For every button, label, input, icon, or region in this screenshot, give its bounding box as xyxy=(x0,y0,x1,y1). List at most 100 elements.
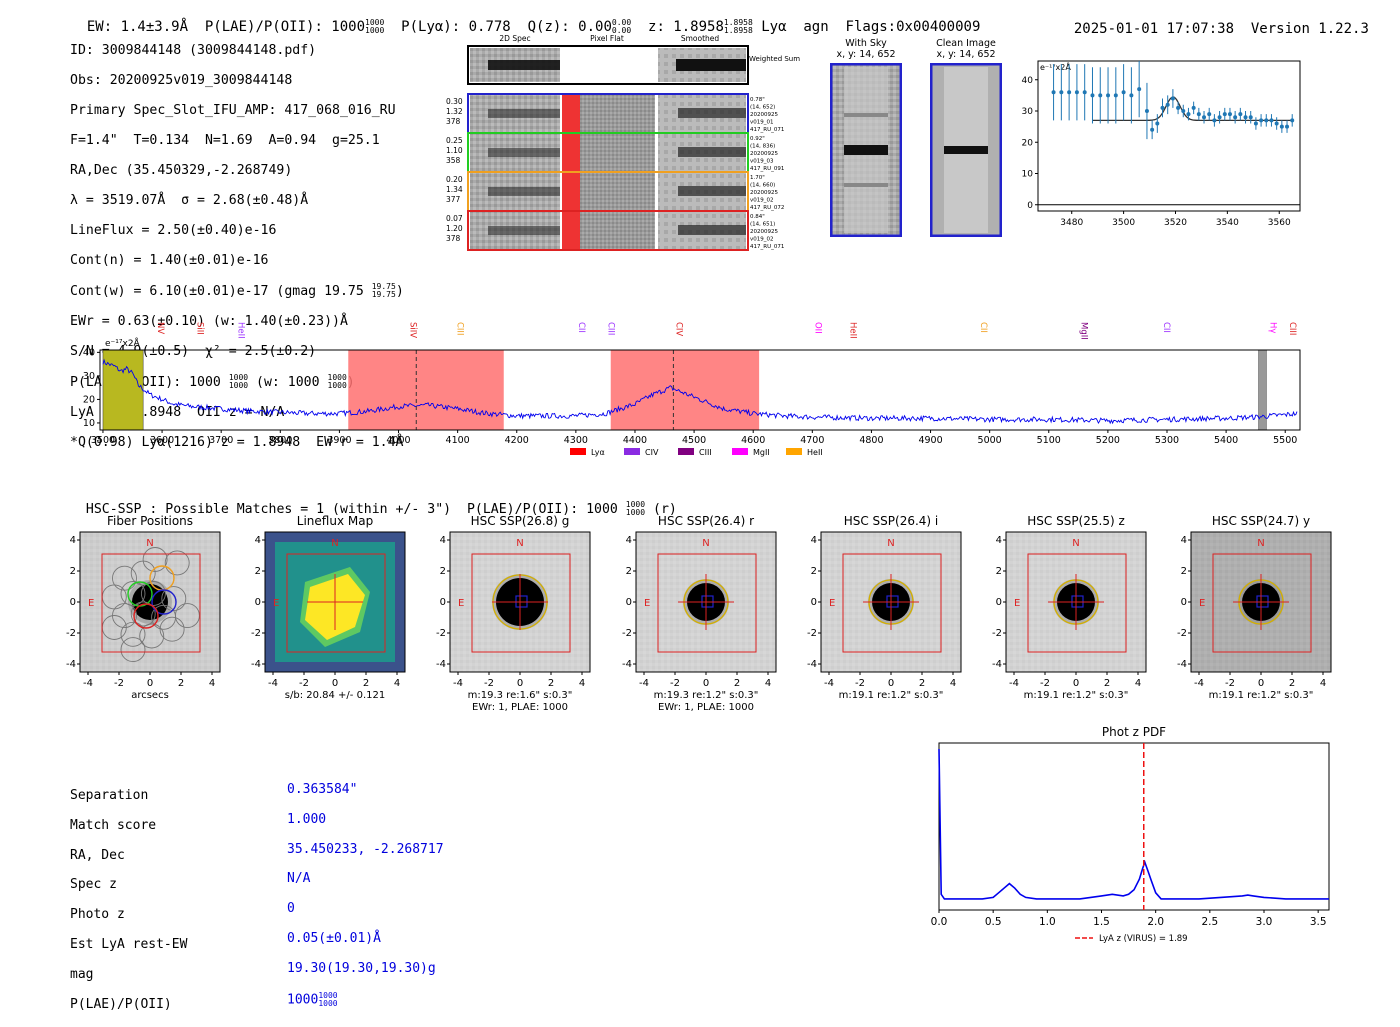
hsc-ytick-label: -2 xyxy=(622,628,632,639)
cutout-divider xyxy=(655,212,658,249)
match-label-radec: RA, Dec xyxy=(70,847,125,863)
weighted-sum-label: Weighted Sum xyxy=(749,55,800,63)
hsc-panel-caption: m:19.3 re:1.6" s:0.3" xyxy=(468,690,573,701)
zoom-line-fit-plot: 0 10 20 30 40 3480 3500 3520 3540 3560 e⁻¹⁷x2Å xyxy=(1022,60,1301,228)
zoom-ytick-label: 20 xyxy=(1022,138,1034,148)
info-lineflux: LineFlux = 2.50(±0.40)e-16 xyxy=(70,223,277,238)
hsc-panel-svg: HSC SSP(26.4) i N E -4 -4 -2 -2 0 0 2 2 4 4 m:19.1 re… xyxy=(807,514,962,701)
zoom-data-point xyxy=(1155,121,1160,126)
hsc-xtick-label: -4 xyxy=(268,678,278,689)
with-sky-title: With Sky x, y: 14, 652 xyxy=(836,38,896,60)
hsc-panel-caption: m:19.1 re:1.2" s:0.3" xyxy=(1024,690,1129,701)
hsc-ytick-label: 2 xyxy=(811,566,817,577)
hsc-xtick-label: -2 xyxy=(670,678,680,689)
search-box xyxy=(1212,553,1312,653)
hsc-ytick-label: 4 xyxy=(1181,535,1187,546)
fiber-red xyxy=(133,603,159,629)
header-plya: P(Lyα): 0.778 xyxy=(401,19,511,35)
photz-pdf-plot: Phot z PDF 0.0 0.5 1.0 1.5 2.0 2.5 3.0 3.5 LyA z … xyxy=(931,725,1330,944)
spectrum-xtick-label: 4600 xyxy=(741,435,765,446)
hsc-xtick-label: 0 xyxy=(147,678,153,689)
zoom-data-point xyxy=(1170,96,1175,101)
fiber-circle xyxy=(142,547,168,572)
hsc-ytick-label: 2 xyxy=(996,566,1002,577)
zoom-data-point xyxy=(1264,118,1269,123)
clean-image xyxy=(930,63,1002,237)
spectrum-shaded-region xyxy=(610,350,760,430)
spectrum-xtick-label: 5200 xyxy=(1096,435,1120,446)
spectrum-xtick-label: 3700 xyxy=(209,435,233,446)
compass-east: E xyxy=(644,598,650,609)
cutout-flat xyxy=(580,134,655,171)
zoom-data-point xyxy=(1144,109,1149,113)
match-label-separation: Separation xyxy=(70,787,149,803)
hsc-panel-svg: Lineflux Map N E -4 -4 -2 -2 0 0 2 2 4 4 s/b: 20.84 +… xyxy=(251,514,406,701)
compass-north: N xyxy=(146,538,153,549)
cutout-right-info: 1.70" xyxy=(750,175,765,181)
cutout-right-info: v019_03 xyxy=(750,159,774,165)
hsc-ytick-label: 2 xyxy=(70,566,76,577)
cutout-right-info: 417_RU_072 xyxy=(750,205,784,211)
hsc-ytick-label: 2 xyxy=(626,566,632,577)
header-z: z: 1.8958 xyxy=(648,19,724,35)
hsc-xtick-label: -4 xyxy=(1194,678,1204,689)
spectrum-emission-label: CII xyxy=(1161,322,1171,333)
zoom-data-point xyxy=(1222,112,1227,117)
zoom-ytick-label: 0 xyxy=(1027,201,1033,211)
photz-xtick-label: 1.0 xyxy=(1039,916,1056,928)
hsc-ytick-label: -2 xyxy=(251,628,261,639)
zoom-data-point xyxy=(1074,90,1079,95)
hsc-ytick-label: 2 xyxy=(440,566,446,577)
cutout-right-info: v019_02 xyxy=(750,237,774,243)
hsc-panel-0: Fiber Positions N E -4 -4 -2 -2 0 0 2 2 4 4 arcsecs xyxy=(60,510,230,725)
zoom-data-point xyxy=(1150,127,1155,132)
zoom-data-point xyxy=(1191,105,1196,110)
hsc-panel-2: HSC SSP(26.8) g N E -4 -4 -2 -2 0 0 2 2 4 4 m:19.3 re… xyxy=(430,510,600,725)
zoom-data-point xyxy=(1051,90,1056,95)
hsc-panel-caption: m:19.3 re:1.2" s:0.3" xyxy=(654,690,759,701)
hsc-xtick-label: -4 xyxy=(639,678,649,689)
cutout-left-stat: 0.20 xyxy=(446,175,463,184)
cutout-2d-trace xyxy=(488,109,560,118)
zoom-axes-frame xyxy=(1037,60,1301,212)
compass-north: N xyxy=(887,538,894,549)
cutout-right-info: 0.84" xyxy=(750,214,765,220)
hsc-xtick-label: 2 xyxy=(363,678,369,689)
zoom-data-point xyxy=(1207,112,1212,117)
fiber-circle xyxy=(130,601,156,627)
spectrum-ytick-label: 30 xyxy=(83,371,95,382)
zoom-data-point xyxy=(1290,118,1295,123)
compass-east: E xyxy=(1014,598,1020,609)
hsc-xtick-label: 0 xyxy=(517,678,523,689)
compass-east: E xyxy=(829,598,835,609)
cutout-flat xyxy=(580,173,655,210)
zoom-data-point xyxy=(1238,112,1243,117)
hsc-ytick-label: 4 xyxy=(70,535,76,546)
spectrum-xtick-label: 5000 xyxy=(978,435,1002,446)
zoom-data-point xyxy=(1082,90,1087,95)
match-value-radec: 35.450233, -2.268717 xyxy=(287,841,444,857)
zoom-data-point xyxy=(1098,93,1103,98)
zoom-ytick-label: 30 xyxy=(1022,107,1034,117)
spectrum-xtick-label: 5400 xyxy=(1214,435,1238,446)
hsc-xtick-label: 2 xyxy=(178,678,184,689)
cutout-left-stat: 0.07 xyxy=(446,214,463,223)
match-value-separation: 0.363584" xyxy=(287,781,358,797)
spectrum-ytick-label: 10 xyxy=(83,418,95,429)
hsc-panel-title: Lineflux Map xyxy=(297,514,373,528)
cutout-right-info: v019_01 xyxy=(750,120,774,126)
hsc-ytick-label: -4 xyxy=(992,659,1002,670)
hsc-ytick-label: 4 xyxy=(626,535,632,546)
cutout-flat xyxy=(580,95,655,132)
hsc-panel-1: Lineflux Map N E -4 -4 -2 -2 0 0 2 2 4 4 s/b: 20.84 +… xyxy=(245,510,415,725)
zoom-data-point xyxy=(1196,112,1201,117)
spectrum-legend-swatch xyxy=(786,448,802,455)
spectrum-legend-label: CIV xyxy=(645,448,659,457)
with-sky-image xyxy=(830,63,902,237)
fiber-cutouts: 2D Spec Pixel Flat Smoothed Weighted Sum… xyxy=(446,34,800,251)
hsc-xtick-label: 4 xyxy=(394,678,400,689)
hsc-ytick-label: 4 xyxy=(811,535,817,546)
spectrum-ytick-label: 40 xyxy=(83,347,95,358)
col-smoothed: Smoothed xyxy=(681,34,720,43)
spectrum-xtick-label: 5500 xyxy=(1273,435,1297,446)
